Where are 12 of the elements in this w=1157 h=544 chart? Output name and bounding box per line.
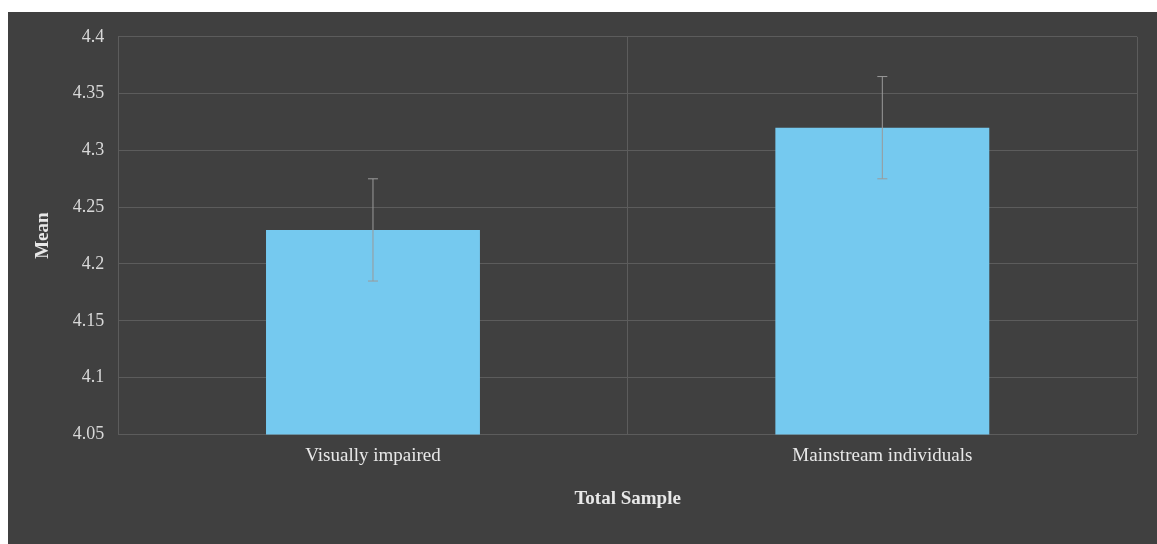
x-tick-label: Visually impaired (305, 443, 442, 465)
x-axis-title: Total Sample (574, 486, 681, 508)
y-tick-label: 4.4 (81, 25, 105, 46)
y-tick-label: 4.2 (81, 252, 105, 273)
y-axis-title: Mean (31, 211, 53, 259)
y-tick-label: 4.3 (81, 139, 105, 160)
y-tick-label: 4.35 (72, 82, 105, 103)
y-tick-label: 4.05 (72, 423, 105, 444)
x-tick-label: Mainstream individuals (792, 443, 973, 465)
y-tick-label: 4.1 (81, 366, 105, 387)
y-tick-label: 4.15 (72, 309, 105, 330)
y-tick-label: 4.25 (72, 195, 105, 216)
